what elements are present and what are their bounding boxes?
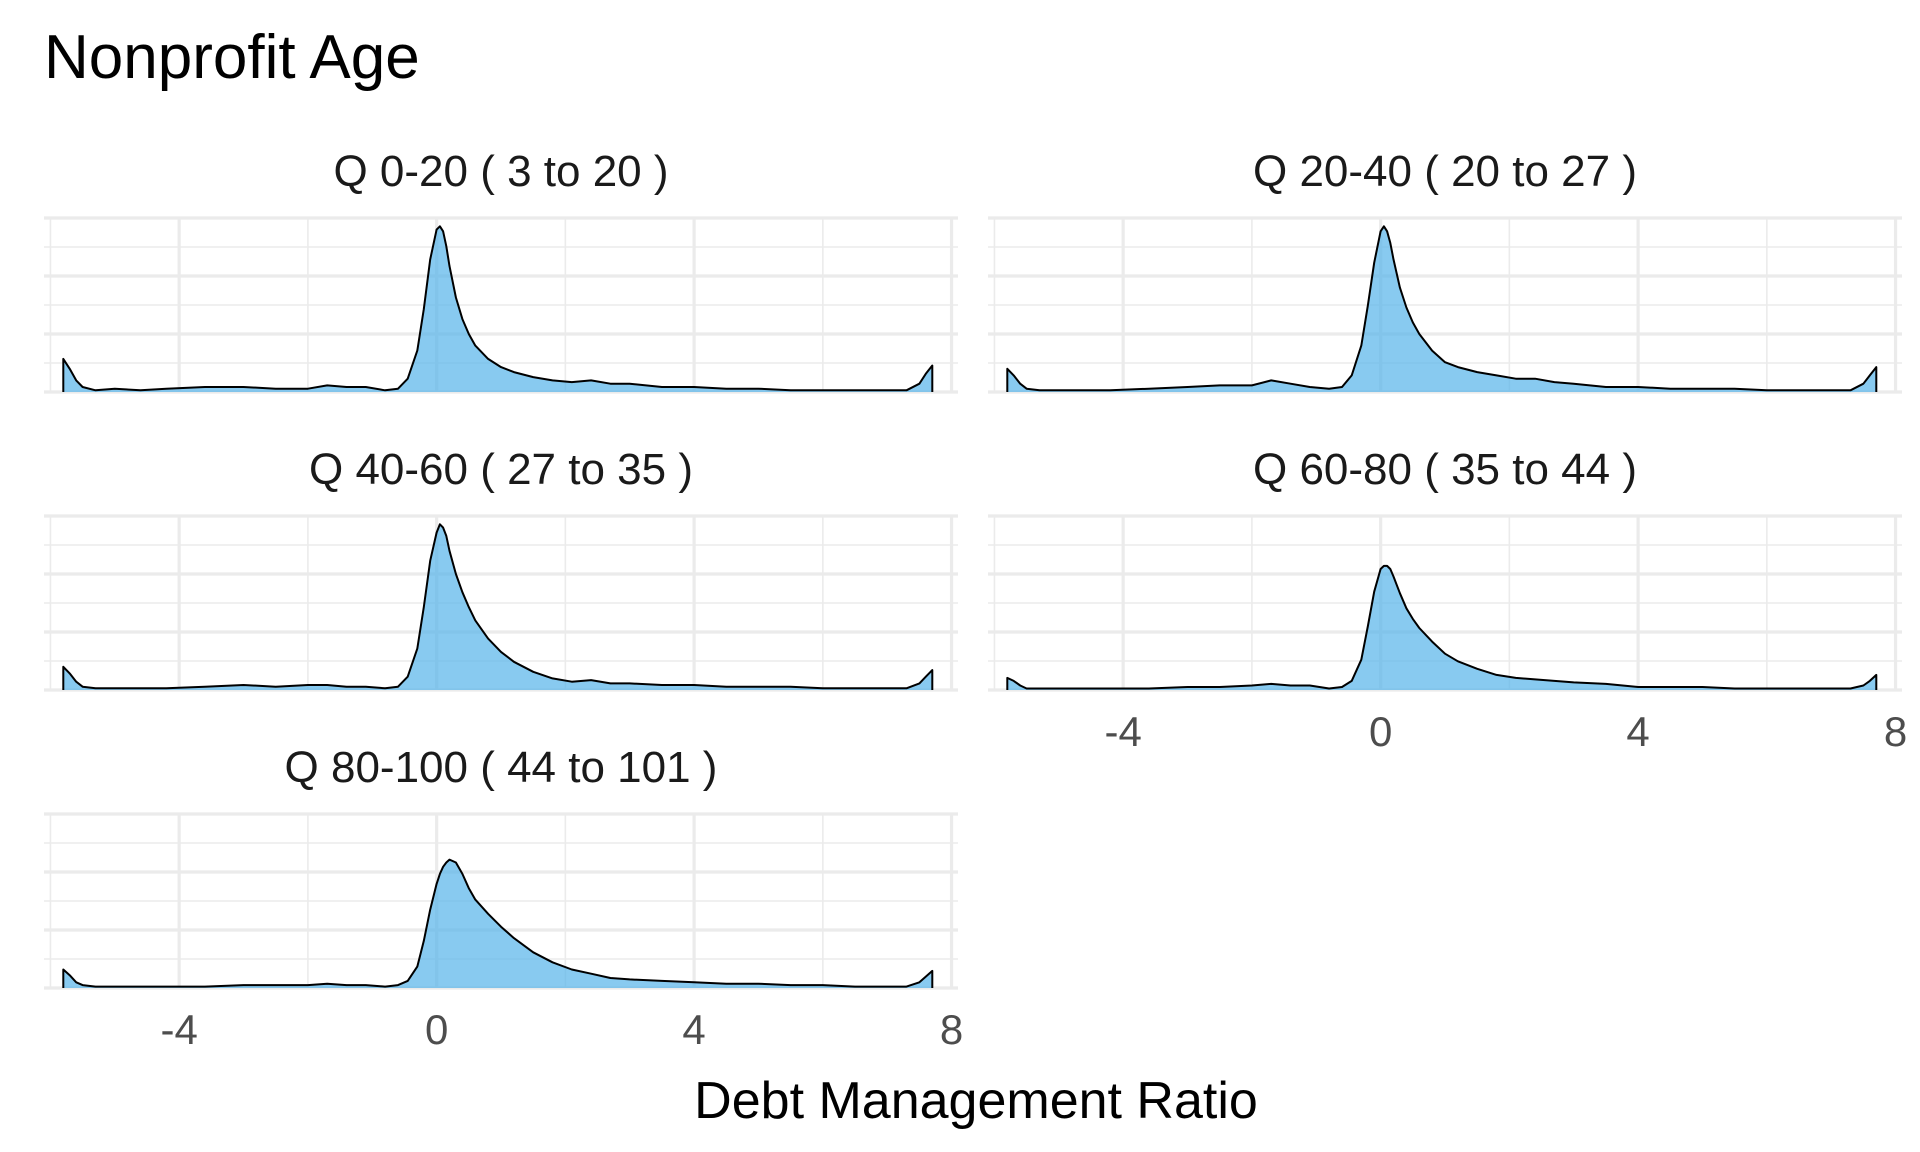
facet-panel: Q 0-20 ( 3 to 20 ) <box>44 147 958 394</box>
chart-title: Nonprofit Age <box>44 23 420 92</box>
x-tick-label: 4 <box>682 1006 705 1053</box>
density-line <box>62 858 934 988</box>
x-tick-label: 4 <box>1626 708 1649 755</box>
x-tick-label: 0 <box>1369 708 1392 755</box>
x-tick-label: -4 <box>1104 708 1141 755</box>
facet-strip-label: Q 60-80 ( 35 to 44 ) <box>1253 445 1637 494</box>
facet-panel: Q 20-40 ( 20 to 27 ) <box>988 147 1902 394</box>
x-tick-label: 8 <box>940 1006 963 1053</box>
x-tick-label: 0 <box>425 1006 448 1053</box>
density-line <box>62 225 934 392</box>
x-axis-title: Debt Management Ratio <box>694 1072 1258 1130</box>
density-line <box>1006 564 1878 690</box>
facet-panel: Q 40-60 ( 27 to 35 ) <box>44 445 958 692</box>
density-area <box>1007 565 1877 690</box>
facet-strip-label: Q 0-20 ( 3 to 20 ) <box>333 147 668 196</box>
density-line <box>1006 225 1878 392</box>
facet-strip-label: Q 80-100 ( 44 to 101 ) <box>285 743 718 792</box>
density-line <box>62 523 934 690</box>
facet-panels: Q 0-20 ( 3 to 20 ) Q 20-40 ( 20 to 27 ) Q … <box>44 147 1907 1053</box>
x-tick-label: 8 <box>1884 708 1907 755</box>
x-tick-label: -4 <box>160 1006 197 1053</box>
facet-panel: Q 60-80 ( 35 to 44 ) -4 0 4 8 <box>988 445 1907 755</box>
facet-strip-label: Q 40-60 ( 27 to 35 ) <box>309 445 693 494</box>
density-area <box>63 524 933 690</box>
facet-strip-label: Q 20-40 ( 20 to 27 ) <box>1253 147 1637 196</box>
facet-panel: Q 80-100 ( 44 to 101 ) -4 0 4 8 <box>44 743 963 1053</box>
